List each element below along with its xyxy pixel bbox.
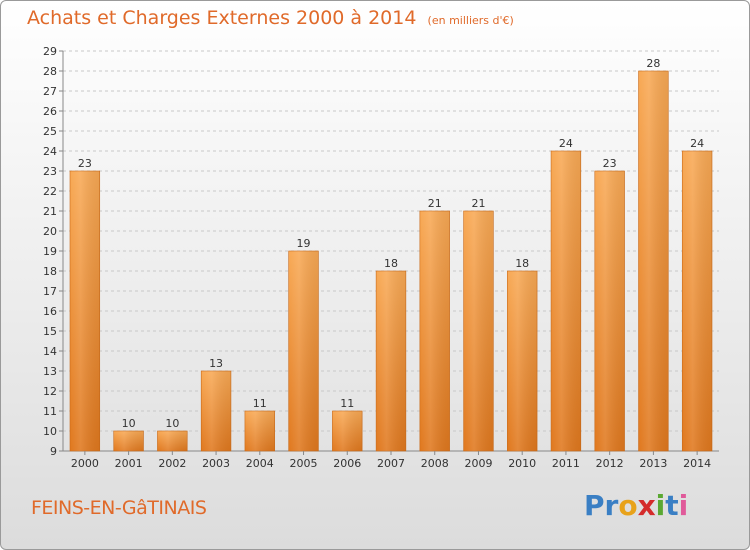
- data-label: 10: [165, 417, 179, 430]
- bar-shade: [682, 151, 713, 451]
- y-tick-label: 13: [43, 365, 57, 378]
- data-label: 28: [646, 57, 660, 70]
- data-label: 21: [428, 197, 442, 210]
- bar-shade: [419, 211, 450, 451]
- data-label: 11: [340, 397, 354, 410]
- y-tick-label: 17: [43, 285, 57, 298]
- data-label: 11: [253, 397, 267, 410]
- data-label: 18: [384, 257, 398, 270]
- y-tick-label: 26: [43, 105, 57, 118]
- x-tick-label: 2010: [508, 457, 536, 470]
- y-tick-label: 9: [50, 445, 57, 458]
- y-tick-label: 23: [43, 165, 57, 178]
- x-tick-label: 2012: [596, 457, 624, 470]
- data-label: 23: [78, 157, 92, 170]
- y-tick-label: 18: [43, 265, 57, 278]
- y-tick-label: 29: [43, 45, 57, 58]
- data-label: 24: [690, 137, 704, 150]
- bar-shade: [244, 411, 275, 451]
- data-label: 24: [559, 137, 573, 150]
- bar-shade: [551, 151, 581, 451]
- commune-name: FEINS-EN-GâTINAIS: [31, 497, 207, 519]
- y-tick-label: 22: [43, 185, 57, 198]
- x-tick-label: 2008: [421, 457, 449, 470]
- bar-shade: [507, 271, 538, 451]
- logo-letter: i: [678, 489, 689, 522]
- chart-title-row: Achats et Charges Externes 2000 à 2014 (…: [27, 7, 514, 29]
- bar-shade: [463, 211, 494, 451]
- y-tick-label: 25: [43, 125, 57, 138]
- bar-shade: [594, 171, 625, 451]
- y-tick-label: 12: [43, 385, 57, 398]
- bar-shade: [201, 371, 231, 451]
- x-tick-label: 2003: [202, 457, 230, 470]
- data-label: 19: [297, 237, 311, 250]
- y-tick-label: 28: [43, 65, 57, 78]
- bar-shade: [113, 431, 144, 451]
- logo-letter: t: [665, 489, 679, 522]
- x-tick-label: 2005: [290, 457, 318, 470]
- x-tick-label: 2002: [158, 457, 186, 470]
- x-tick-label: 2001: [115, 457, 143, 470]
- data-label: 10: [122, 417, 136, 430]
- x-tick-label: 2007: [377, 457, 405, 470]
- x-tick-label: 2011: [552, 457, 580, 470]
- y-tick-label: 27: [43, 85, 57, 98]
- x-tick-label: 2013: [639, 457, 667, 470]
- x-tick-label: 2009: [464, 457, 492, 470]
- data-label: 13: [209, 357, 223, 370]
- y-tick-label: 15: [43, 325, 57, 338]
- y-tick-label: 19: [43, 245, 57, 258]
- logo-letter: o: [618, 489, 638, 522]
- logo-letter: i: [655, 489, 666, 522]
- bar-shade: [157, 431, 188, 451]
- bar-shade: [288, 251, 319, 451]
- y-tick-label: 20: [43, 225, 57, 238]
- bar-shade: [332, 411, 363, 451]
- chart-unit: (en milliers d'€): [427, 14, 514, 27]
- logo-letter: x: [637, 489, 656, 522]
- data-label: 18: [515, 257, 529, 270]
- data-label: 23: [603, 157, 617, 170]
- y-tick-label: 11: [43, 405, 57, 418]
- x-tick-label: 2006: [333, 457, 361, 470]
- bar-shade: [638, 71, 669, 451]
- data-label: 21: [471, 197, 485, 210]
- logo-letter: P: [584, 489, 605, 522]
- y-tick-label: 16: [43, 305, 57, 318]
- y-tick-label: 14: [43, 345, 57, 358]
- y-tick-label: 24: [43, 145, 57, 158]
- x-tick-label: 2000: [71, 457, 99, 470]
- y-tick-label: 10: [43, 425, 57, 438]
- chart-title: Achats et Charges Externes 2000 à 2014: [27, 7, 417, 29]
- bar-shade: [376, 271, 406, 451]
- proxiti-logo: Proxiti: [584, 489, 688, 522]
- x-tick-label: 2004: [246, 457, 274, 470]
- bar-shade: [69, 171, 100, 451]
- y-tick-label: 21: [43, 205, 57, 218]
- logo-letter: r: [604, 489, 619, 522]
- x-tick-label: 2014: [683, 457, 711, 470]
